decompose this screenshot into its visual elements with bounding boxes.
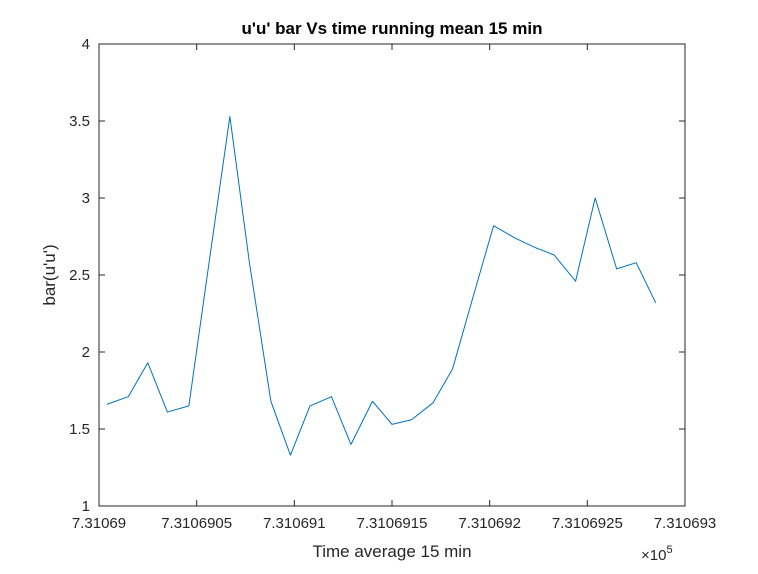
y-tick-label: 4 <box>82 36 90 53</box>
y-tick-label: 1.5 <box>69 421 90 438</box>
x-axis-exponent: ×105 <box>641 544 673 564</box>
series-line <box>106 115 657 456</box>
axes-box <box>98 43 686 507</box>
y-axis-ticks: 1 1.5 2 2.5 3 3.5 4 <box>69 36 685 515</box>
y-axis-label: bar(u'u') <box>40 244 59 305</box>
x-tick-label: 7.310693 <box>654 515 717 532</box>
series-layer <box>106 115 657 456</box>
x-tick-label: 7.310691 <box>263 515 326 532</box>
y-tick-label: 3 <box>82 190 90 207</box>
x-tick-label: 7.3106925 <box>552 515 623 532</box>
chart-title: u'u' bar Vs time running mean 15 min <box>242 19 543 38</box>
x-tick-label: 7.3106905 <box>161 515 232 532</box>
x-axis-label: Time average 15 min <box>312 542 471 561</box>
y-tick-label: 1 <box>82 498 90 515</box>
y-tick-label: 2 <box>82 344 90 361</box>
plot-background <box>99 44 685 506</box>
x-tick-label: 7.3106915 <box>357 515 428 532</box>
x-axis-exponent-base: ×10 <box>641 547 666 564</box>
y-tick-label: 2.5 <box>69 267 90 284</box>
x-tick-label: 7.310692 <box>458 515 521 532</box>
x-tick-label: 7.31069 <box>72 515 126 532</box>
x-axis-exponent-power: 5 <box>666 544 672 556</box>
y-tick-label: 3.5 <box>69 113 90 130</box>
